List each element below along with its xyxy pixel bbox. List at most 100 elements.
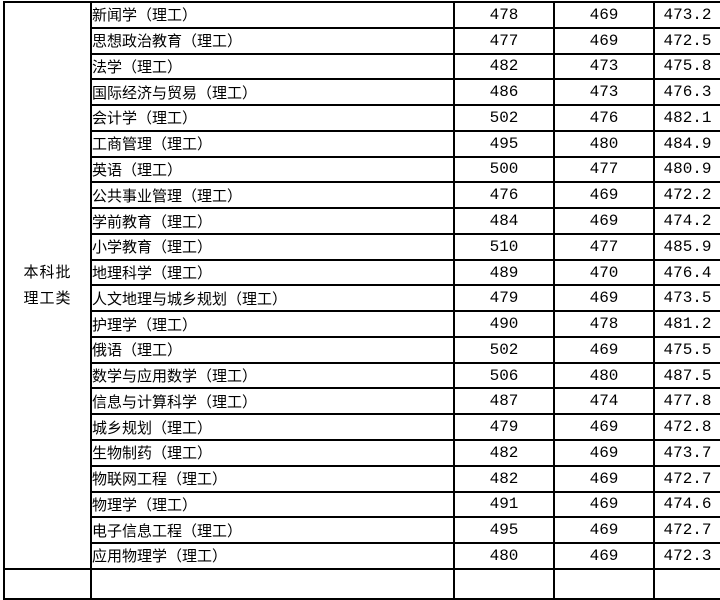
max-score-cell: 491	[453, 490, 555, 519]
major-name-cell: 法学（理工）	[90, 52, 455, 81]
table-row: 英语（理工） 500 477 480.9	[4, 155, 720, 184]
avg-score-cell: 472.5	[653, 26, 720, 55]
partial-next-row	[3, 567, 720, 600]
table-row: 学前教育（理工） 484 469 474.2	[4, 207, 720, 235]
min-score-cell: 476	[553, 104, 655, 132]
min-score-cell: 474	[553, 387, 655, 416]
avg-score-cell: 472.3	[653, 542, 720, 570]
avg-score-cell: 472.2	[653, 181, 720, 210]
major-name-cell: 小学教育（理工）	[90, 232, 455, 261]
table-row: 小学教育（理工） 510 477 485.9	[4, 232, 720, 261]
major-name-cell: 新闻学（理工）	[90, 1, 455, 29]
table-row: 护理学（理工） 490 478 481.2	[4, 310, 720, 338]
avg-score-cell	[653, 567, 720, 600]
major-name-cell: 俄语（理工）	[90, 335, 455, 364]
min-score-cell: 477	[553, 232, 655, 261]
max-score-cell: 495	[453, 516, 555, 545]
max-score-cell: 482	[453, 52, 555, 81]
partial-category-cell	[3, 567, 92, 600]
max-score-cell: 487	[453, 387, 555, 416]
table-body: 本科批 理工类 新闻学（理工） 478 469 473.2 思想政治教育（理工） 4…	[3, 1, 720, 600]
max-score-cell: 482	[453, 464, 555, 493]
major-name-cell: 信息与计算科学（理工）	[90, 387, 455, 416]
table-row: 生物制药（理工） 482 469 473.7	[4, 439, 720, 467]
major-name-cell: 会计学（理工）	[90, 104, 455, 132]
max-score-cell: 502	[453, 104, 555, 132]
max-score-cell: 506	[453, 361, 555, 390]
min-score-cell: 480	[553, 361, 655, 390]
min-score-cell: 469	[553, 516, 655, 545]
min-score-cell: 469	[553, 439, 655, 467]
avg-score-cell: 476.3	[653, 78, 720, 107]
min-score-cell: 473	[553, 52, 655, 81]
batch-category-cell: 本科批 理工类	[3, 1, 92, 570]
avg-score-cell: 474.2	[653, 207, 720, 235]
max-score-cell: 500	[453, 155, 555, 184]
max-score-cell: 479	[453, 284, 555, 313]
major-name-cell: 城乡规划（理工）	[90, 413, 455, 442]
major-name-cell: 国际经济与贸易（理工）	[90, 78, 455, 107]
table-row: 数学与应用数学（理工） 506 480 487.5	[4, 361, 720, 390]
major-name-cell: 工商管理（理工）	[90, 129, 455, 158]
max-score-cell: 476	[453, 181, 555, 210]
avg-score-cell: 473.7	[653, 439, 720, 467]
max-score-cell: 477	[453, 26, 555, 55]
major-name-cell: 电子信息工程（理工）	[90, 516, 455, 545]
min-score-cell: 477	[553, 155, 655, 184]
min-score-cell: 469	[553, 1, 655, 29]
batch-category-line: 本科批	[23, 263, 72, 282]
min-score-cell: 480	[553, 129, 655, 158]
min-score-cell: 469	[553, 181, 655, 210]
admission-scores-table: 本科批 理工类 新闻学（理工） 478 469 473.2 思想政治教育（理工） 4…	[3, 1, 720, 600]
major-name-cell: 英语（理工）	[90, 155, 455, 184]
avg-score-cell: 472.8	[653, 413, 720, 442]
table-row: 物联网工程（理工） 482 469 472.7	[4, 464, 720, 493]
min-score-cell: 469	[553, 284, 655, 313]
avg-score-cell: 485.9	[653, 232, 720, 261]
table-row: 会计学（理工） 502 476 482.1	[4, 104, 720, 132]
table-row: 电子信息工程（理工） 495 469 472.7	[4, 516, 720, 545]
avg-score-cell: 487.5	[653, 361, 720, 390]
major-name-cell	[90, 567, 455, 600]
avg-score-cell: 474.6	[653, 490, 720, 519]
table-row: 国际经济与贸易（理工） 486 473 476.3	[4, 78, 720, 107]
min-score-cell: 473	[553, 78, 655, 107]
table-row: 工商管理（理工） 495 480 484.9	[4, 129, 720, 158]
major-name-cell: 地理科学（理工）	[90, 258, 455, 287]
max-score-cell: 495	[453, 129, 555, 158]
min-score-cell: 469	[553, 26, 655, 55]
major-name-cell: 护理学（理工）	[90, 310, 455, 338]
major-name-cell: 思想政治教育（理工）	[90, 26, 455, 55]
table-row: 法学（理工） 482 473 475.8	[4, 52, 720, 81]
max-score-cell: 482	[453, 439, 555, 467]
table-row: 人文地理与城乡规划（理工） 479 469 473.5	[4, 284, 720, 313]
max-score-cell: 489	[453, 258, 555, 287]
avg-score-cell: 473.5	[653, 284, 720, 313]
min-score-cell: 469	[553, 413, 655, 442]
max-score-cell	[453, 567, 555, 600]
table-row: 公共事业管理（理工） 476 469 472.2	[4, 181, 720, 210]
major-name-cell: 物理学（理工）	[90, 490, 455, 519]
min-score-cell: 469	[553, 490, 655, 519]
max-score-cell: 479	[453, 413, 555, 442]
table-row: 地理科学（理工） 489 470 476.4	[4, 258, 720, 287]
major-name-cell: 生物制药（理工）	[90, 439, 455, 467]
avg-score-cell: 482.1	[653, 104, 720, 132]
table-row: 思想政治教育（理工） 477 469 472.5	[4, 26, 720, 55]
avg-score-cell: 475.5	[653, 335, 720, 364]
min-score-cell: 469	[553, 335, 655, 364]
avg-score-cell: 484.9	[653, 129, 720, 158]
avg-score-cell: 475.8	[653, 52, 720, 81]
table-row: 俄语（理工） 502 469 475.5	[4, 335, 720, 364]
avg-score-cell: 481.2	[653, 310, 720, 338]
major-name-cell: 人文地理与城乡规划（理工）	[90, 284, 455, 313]
avg-score-cell: 477.8	[653, 387, 720, 416]
table-row: 应用物理学（理工） 480 469 472.3	[4, 542, 720, 570]
major-name-cell: 物联网工程（理工）	[90, 464, 455, 493]
max-score-cell: 490	[453, 310, 555, 338]
major-name-cell: 学前教育（理工）	[90, 207, 455, 235]
min-score-cell: 478	[553, 310, 655, 338]
avg-score-cell: 480.9	[653, 155, 720, 184]
max-score-cell: 502	[453, 335, 555, 364]
avg-score-cell: 472.7	[653, 516, 720, 545]
